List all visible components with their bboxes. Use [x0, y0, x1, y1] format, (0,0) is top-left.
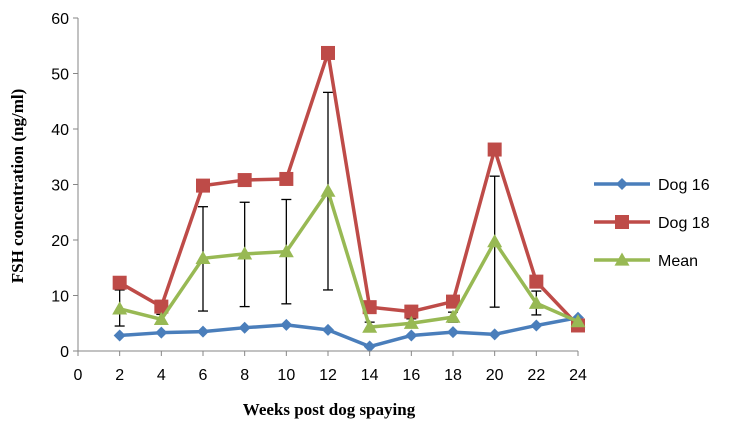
data-point-dog-18: [112, 275, 127, 290]
x-tick-label: 8: [240, 367, 249, 384]
x-tick-label: 4: [157, 367, 166, 384]
data-point-mean: [362, 319, 378, 333]
data-point-mean: [403, 315, 419, 329]
data-point-mean: [112, 301, 128, 315]
y-tick-label: 60: [51, 11, 69, 28]
y-tick-label: 50: [51, 67, 69, 84]
legend-item-dog-18: Dog 18: [594, 215, 710, 232]
x-tick-label: 22: [527, 367, 545, 384]
data-point-dog-18: [446, 294, 460, 309]
data-point-mean: [487, 234, 503, 248]
data-point-dog-16: [155, 326, 168, 339]
data-point-dog-16: [363, 340, 376, 353]
series-line-dog-18: [118, 51, 580, 327]
x-tick-label: 20: [486, 367, 504, 384]
x-tick-label: 14: [361, 367, 379, 384]
legend-label: Dog 16: [658, 177, 710, 194]
data-point-mean: [278, 244, 294, 258]
y-axis-title: FSH concentration (ng/ml): [8, 89, 27, 284]
legend-item-mean: Mean: [594, 252, 698, 270]
legend-label: Mean: [658, 253, 698, 270]
x-tick-label: 0: [74, 367, 83, 384]
legend-label: Dog 18: [658, 215, 710, 232]
series-line-mean: [119, 189, 579, 329]
data-point-dog-18: [196, 178, 210, 193]
x-tick-label: 12: [319, 367, 337, 384]
data-point-dog-18: [404, 304, 419, 319]
data-point-dog-16: [113, 329, 126, 342]
legend: Dog 16 Dog 18 Mean: [594, 177, 710, 270]
x-axis-title: Weeks post dog spaying: [243, 400, 416, 419]
data-point-dog-18: [487, 142, 502, 157]
x-tick-label: 6: [199, 367, 208, 384]
y-tick-label: 30: [51, 178, 69, 195]
series-mean: [112, 183, 586, 333]
legend-swatch-marker: [616, 178, 628, 190]
data-point-dog-16: [322, 323, 334, 336]
x-tick-label: 10: [277, 367, 295, 384]
data-point-dog-18: [154, 299, 169, 314]
series-line-dog-16: [119, 315, 579, 349]
y-tick-label: 40: [51, 122, 69, 139]
legend-swatch-marker: [614, 252, 630, 266]
data-point-dog-16: [447, 326, 459, 339]
data-point-dog-18: [529, 274, 544, 289]
x-tick-label: 18: [444, 367, 462, 384]
data-point-mean: [153, 311, 169, 325]
data-point-dog-16: [280, 318, 293, 331]
data-point-dog-16: [405, 329, 418, 342]
data-point-mean: [320, 183, 336, 197]
data-point-mean: [195, 250, 211, 264]
series-layer: [112, 45, 586, 353]
y-tick-label: 10: [51, 289, 69, 306]
series-dog-18: [112, 45, 585, 333]
data-point-mean: [528, 295, 544, 309]
data-point-mean: [570, 314, 586, 328]
data-point-mean: [445, 309, 461, 323]
data-point-dog-16: [197, 325, 209, 338]
data-point-dog-16: [238, 321, 251, 334]
series-dog-16: [113, 311, 584, 353]
x-tick-label: 2: [115, 367, 124, 384]
y-tick-label: 0: [60, 344, 69, 361]
legend-item-dog-16: Dog 16: [594, 177, 710, 194]
data-point-dog-18: [237, 173, 252, 188]
data-point-dog-16: [488, 328, 501, 341]
x-tick-label: 16: [402, 367, 420, 384]
data-point-dog-16: [530, 319, 543, 332]
x-tick-label: 24: [569, 367, 587, 384]
data-point-dog-18: [279, 171, 294, 186]
data-point-mean: [237, 246, 253, 260]
data-point-dog-18: [321, 45, 335, 60]
legend-swatch-marker: [615, 215, 629, 229]
y-tick-label: 20: [51, 233, 69, 250]
